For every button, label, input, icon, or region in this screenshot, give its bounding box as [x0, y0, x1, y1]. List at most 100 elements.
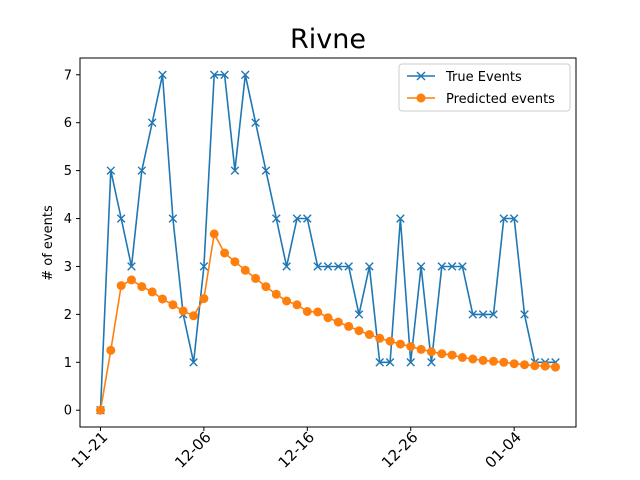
- data-point-predicted-events: [240, 265, 250, 275]
- legend-label-predicted-events: Predicted events: [446, 92, 555, 107]
- data-point-predicted-events: [437, 349, 447, 359]
- data-point-true-events: [230, 166, 240, 175]
- y-tick-label: 5: [64, 164, 72, 179]
- data-point-predicted-events: [375, 333, 385, 343]
- data-point-predicted-events: [251, 273, 261, 283]
- data-point-true-events: [416, 262, 426, 271]
- data-point-predicted-events: [189, 311, 199, 321]
- y-tick-label: 4: [64, 212, 72, 227]
- data-point-true-events: [209, 70, 219, 80]
- x-tick-label: 11-21: [68, 428, 112, 472]
- data-point-true-events: [385, 358, 395, 367]
- data-point-true-events: [499, 214, 509, 223]
- data-point-predicted-events: [282, 296, 292, 306]
- data-point-true-events: [354, 310, 364, 319]
- y-tick-label: 0: [64, 404, 72, 419]
- data-point-predicted-events: [261, 282, 271, 292]
- data-point-predicted-events: [116, 281, 126, 291]
- data-point-true-events: [220, 70, 229, 80]
- y-axis-label: # of events: [41, 205, 56, 281]
- data-point-predicted-events: [106, 345, 116, 355]
- data-point-true-events: [489, 310, 498, 319]
- data-point-true-events: [282, 262, 291, 271]
- y-tick-label: 1: [64, 356, 72, 371]
- data-point-true-events: [437, 262, 447, 271]
- data-point-true-events: [468, 310, 478, 319]
- data-point-predicted-events: [354, 326, 364, 336]
- data-point-predicted-events: [395, 339, 405, 349]
- data-point-predicted-events: [127, 275, 136, 285]
- data-point-true-events: [406, 358, 416, 367]
- data-point-predicted-events: [220, 248, 230, 258]
- data-point-true-events: [261, 166, 271, 175]
- data-point-predicted-events: [489, 356, 498, 366]
- data-point-predicted-events: [230, 257, 240, 267]
- chart-title: Rivne: [290, 24, 366, 55]
- data-point-predicted-events: [168, 300, 178, 310]
- data-point-true-events: [158, 70, 167, 80]
- data-point-predicted-events: [158, 294, 167, 304]
- data-point-predicted-events: [147, 287, 157, 297]
- data-point-true-events: [147, 118, 157, 127]
- data-point-true-events: [240, 70, 250, 80]
- legend-box: [398, 63, 571, 112]
- legend-label-true-events: True Events: [445, 70, 522, 85]
- data-point-true-events: [375, 358, 385, 367]
- data-point-predicted-events: [199, 294, 209, 304]
- data-point-predicted-events: [499, 357, 509, 367]
- x-tick-label: 12-26: [378, 428, 422, 472]
- data-point-true-events: [251, 118, 260, 127]
- data-point-predicted-events: [323, 313, 333, 323]
- data-point-predicted-events: [416, 344, 426, 354]
- data-point-true-events: [509, 214, 519, 223]
- data-point-true-events: [344, 262, 353, 271]
- data-point-true-events: [334, 262, 343, 271]
- data-point-predicted-events: [302, 307, 312, 316]
- data-point-true-events: [447, 262, 457, 271]
- data-point-true-events: [303, 214, 312, 223]
- data-point-predicted-events: [313, 307, 323, 317]
- data-point-predicted-events: [551, 362, 560, 372]
- data-point-predicted-events: [468, 354, 478, 364]
- data-point-true-events: [520, 310, 529, 319]
- data-point-true-events: [365, 262, 374, 271]
- legend: True Events Predicted events: [398, 63, 571, 112]
- data-point-predicted-events: [344, 321, 354, 331]
- data-point-true-events: [292, 214, 302, 223]
- data-point-predicted-events: [426, 347, 436, 357]
- data-point-true-events: [137, 166, 147, 175]
- x-tick-label: 12-06: [171, 428, 215, 472]
- data-point-true-events: [199, 262, 209, 271]
- y-tick-label: 2: [64, 308, 72, 323]
- data-point-predicted-events: [292, 300, 302, 310]
- data-point-predicted-events: [96, 405, 105, 415]
- data-point-predicted-events: [333, 317, 343, 327]
- data-point-true-events: [116, 214, 126, 223]
- y-tick-label: 3: [64, 260, 72, 275]
- plot-area: [79, 57, 577, 428]
- data-point-true-events: [396, 214, 405, 223]
- data-point-predicted-events: [385, 336, 395, 346]
- series-layer: [96, 70, 560, 415]
- data-point-true-events: [458, 262, 467, 271]
- data-point-predicted-events: [178, 306, 188, 316]
- legend-marker-true-events: [416, 71, 426, 81]
- legend-marker-predicted-events: [416, 93, 426, 103]
- data-point-true-events: [189, 358, 198, 367]
- data-point-true-events: [127, 262, 136, 271]
- data-point-true-events: [271, 214, 281, 223]
- data-point-predicted-events: [520, 360, 529, 370]
- x-tick-label: 01-04: [481, 428, 525, 472]
- data-point-predicted-events: [540, 361, 550, 371]
- data-point-true-events: [478, 310, 488, 319]
- data-point-predicted-events: [509, 359, 519, 369]
- data-point-true-events: [313, 262, 322, 271]
- data-point-predicted-events: [478, 355, 488, 365]
- data-point-true-events: [323, 262, 333, 271]
- y-tick-label: 6: [64, 116, 72, 131]
- data-point-predicted-events: [406, 342, 416, 351]
- data-point-predicted-events: [457, 353, 467, 362]
- data-point-true-events: [106, 166, 116, 175]
- data-point-predicted-events: [530, 361, 540, 371]
